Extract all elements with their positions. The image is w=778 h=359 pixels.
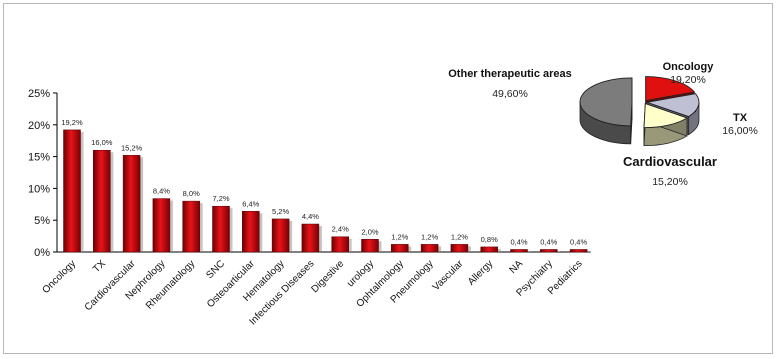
bar-value-label: 8,0% — [183, 189, 200, 198]
bar-value-label: 19,2% — [61, 118, 83, 127]
bar — [480, 246, 498, 253]
pie-slice-value: 15,20% — [652, 176, 688, 188]
x-tick-label: Digestive — [309, 258, 346, 295]
pie-slice-name: Other therapeutic areas — [448, 68, 572, 80]
bar — [420, 244, 439, 253]
bar — [361, 239, 379, 253]
bar-value-label: 0,8% — [481, 235, 498, 244]
x-tick-label: Vascular — [431, 258, 466, 293]
bar — [63, 129, 81, 253]
y-tick-label: 15% — [28, 152, 50, 164]
bar-value-label: 7,2% — [212, 194, 229, 203]
bar — [271, 218, 290, 253]
bar — [182, 200, 200, 253]
bar — [331, 236, 349, 253]
bar-value-label: 0,4% — [540, 237, 557, 246]
y-axis: 0% 5% 10% 15% 20% 25% — [28, 88, 591, 259]
y-tick-label: 25% — [28, 88, 50, 100]
bar — [540, 249, 558, 253]
pie-slice — [643, 102, 689, 129]
bar — [152, 198, 171, 253]
bar-value-label: 0,4% — [570, 237, 587, 246]
bar-value-label: 1,2% — [451, 232, 468, 241]
bar-value-label: 15,2% — [121, 143, 143, 152]
bar-value-label: 8,4% — [153, 187, 170, 196]
pie-slice-value: 19,20% — [670, 74, 706, 86]
bar — [569, 249, 588, 253]
pie-slice-name: Cardiovascular — [623, 154, 717, 169]
x-tick-label: SNC — [204, 258, 227, 281]
pie-slice-name: TX — [733, 112, 748, 124]
bar-value-label: 0,4% — [510, 237, 527, 246]
bars: 19,2% 16,0% 15,2% 8,4% 8,0% 7,2% 6,4% 5,2% 4,4% 2… — [61, 118, 591, 253]
bar-value-label: 16,0% — [91, 138, 113, 147]
bar — [93, 149, 111, 253]
bar — [510, 249, 528, 253]
pie-slice-name: Oncology — [663, 61, 715, 73]
bar — [391, 244, 409, 253]
bar-value-label: 6,4% — [242, 199, 259, 208]
y-tick-label: 10% — [28, 183, 50, 195]
pie-slice — [579, 77, 633, 127]
bar-value-label: 1,2% — [391, 232, 408, 241]
bar-chart: 0% 5% 10% 15% 20% 25% 19,2% 16,0% 15,2% 8,4% 8,0%… — [28, 88, 591, 327]
x-tick-label: TX — [91, 258, 108, 275]
y-tick-label: 20% — [28, 120, 50, 132]
pie-slice — [645, 76, 696, 102]
bar-value-label: 1,2% — [421, 232, 438, 241]
bar — [212, 205, 230, 253]
bar — [242, 211, 260, 253]
x-tick-label: Oncology — [40, 258, 78, 296]
bar — [450, 244, 469, 253]
x-tick-label: NA — [508, 258, 526, 276]
y-tick-label: 5% — [34, 215, 50, 227]
bar-value-label: 2,0% — [361, 227, 378, 236]
bar-value-label: 5,2% — [272, 207, 289, 216]
x-axis-labels: Oncology TXCardiovascularNephrologyRheuma… — [40, 258, 584, 328]
x-tick-label: Allergy — [466, 258, 495, 287]
y-tick-label: 0% — [34, 247, 50, 259]
bar — [301, 223, 320, 253]
pie-slice-value: 16,00% — [722, 125, 758, 137]
bar — [122, 155, 141, 253]
bar-value-label: 2,4% — [332, 225, 349, 234]
bar-value-label: 4,4% — [302, 212, 319, 221]
pie-slice-value: 49,60% — [492, 88, 528, 100]
pie-slice — [645, 93, 700, 118]
